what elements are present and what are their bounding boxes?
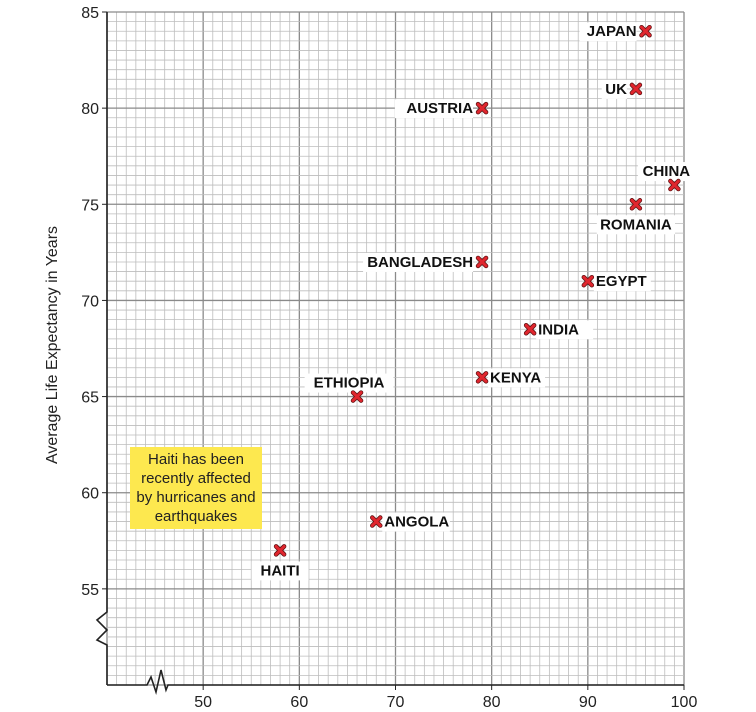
point-label: JAPAN — [587, 23, 637, 40]
point-label: ETHIOPIA — [314, 375, 385, 392]
y-axis-label: Average Life Expectancy in Years — [44, 226, 61, 464]
point-label: INDIA — [538, 321, 579, 338]
label-background — [593, 272, 651, 292]
cross-marker — [582, 275, 594, 287]
grid — [106, 11, 685, 686]
y-tick-label: 55 — [81, 582, 99, 599]
cross-marker — [630, 198, 642, 210]
point-label: CHINA — [643, 163, 691, 180]
cross-marker — [274, 544, 286, 556]
x-tick-label: 70 — [387, 694, 405, 711]
label-background — [601, 79, 627, 99]
label-background — [394, 99, 474, 119]
x-tick-label: 90 — [579, 694, 597, 711]
x-tick-label: 50 — [194, 694, 212, 711]
label-background — [363, 252, 474, 272]
label-background — [536, 320, 594, 340]
label-background — [488, 368, 546, 388]
y-tick-label: 60 — [81, 486, 99, 503]
point-label: KENYA — [490, 369, 541, 386]
point-label: AUSTRIA — [406, 100, 473, 117]
x-tick-label: 100 — [671, 694, 698, 711]
data-point-austria: AUSTRIA — [394, 99, 489, 119]
y-tick-label: 65 — [81, 390, 99, 407]
y-tick-label: 85 — [81, 5, 99, 22]
cross-marker — [351, 391, 363, 403]
data-point-egypt: EGYPT — [581, 272, 651, 292]
label-background — [304, 373, 394, 393]
y-tick-label: 75 — [81, 197, 99, 214]
y-axis-line — [95, 12, 109, 685]
cross-marker — [476, 371, 488, 383]
y-tick-label: 70 — [81, 293, 99, 310]
point-label: HAITI — [261, 562, 300, 579]
cross-marker — [640, 25, 652, 37]
data-point-bangladesh: BANGLADESH — [363, 252, 489, 272]
x-axis-line — [107, 669, 684, 695]
haiti-annotation: Haiti has been recently affected by hurr… — [130, 447, 262, 529]
label-background — [382, 512, 450, 532]
cross-marker — [476, 256, 488, 268]
cross-marker — [668, 179, 680, 191]
data-points: JAPAN UK AUSTRIA CHINA ROMANIA BANGLADESH EGYP… — [251, 22, 695, 581]
axes — [95, 12, 684, 695]
point-label: UK — [605, 81, 627, 98]
point-label: ROMANIA — [600, 216, 672, 233]
cross-marker — [524, 323, 536, 335]
point-label: BANGLADESH — [367, 254, 473, 271]
data-point-ethiopia: ETHIOPIA — [304, 373, 394, 403]
point-label: EGYPT — [596, 273, 647, 290]
y-tick-label: 80 — [81, 101, 99, 118]
label-background — [596, 215, 676, 235]
x-tick-label: 80 — [483, 694, 501, 711]
data-point-india: INDIA — [523, 320, 594, 340]
cross-marker — [630, 83, 642, 95]
label-background — [579, 22, 637, 42]
data-point-romania: ROMANIA — [596, 198, 676, 235]
data-point-haiti: HAITI — [251, 544, 309, 581]
data-point-china: CHINA — [637, 162, 695, 192]
x-tick-label: 60 — [290, 694, 308, 711]
data-point-japan: JAPAN — [579, 22, 652, 42]
cross-marker — [476, 102, 488, 114]
data-point-uk: UK — [601, 79, 643, 99]
point-label: ANGOLA — [384, 514, 449, 531]
data-point-angola: ANGOLA — [370, 512, 450, 532]
data-point-kenya: KENYA — [475, 368, 546, 388]
label-background — [251, 561, 309, 581]
cross-marker — [370, 516, 382, 528]
tick-labels: 50 60 70 80 90 100 55 60 65 70 75 80 85 — [81, 5, 697, 711]
label-background — [637, 162, 695, 182]
